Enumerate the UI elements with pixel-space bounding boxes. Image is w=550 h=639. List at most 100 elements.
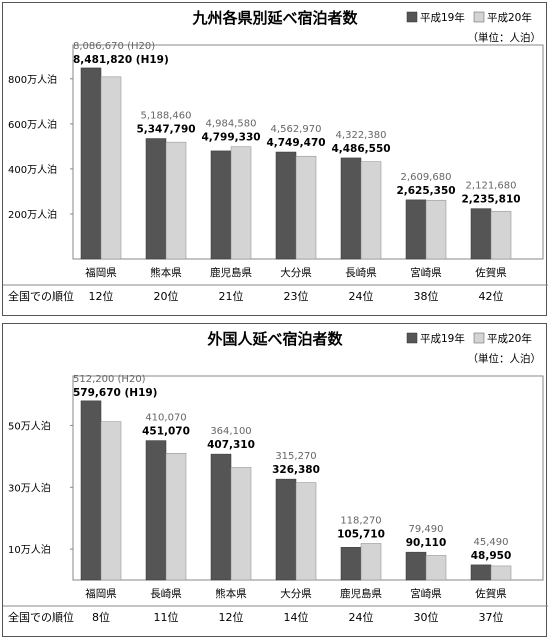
rank-value: 24位 xyxy=(349,289,374,303)
category-label: 大分県 xyxy=(280,266,312,279)
legend-swatch-h20 xyxy=(473,11,485,23)
chart-title: 九州各県別延べ宿泊者数 xyxy=(191,9,358,27)
data-label-h20: 2,121,680 xyxy=(466,181,517,192)
data-label-h20: 4,322,380 xyxy=(336,130,387,141)
data-label-h20: 2,609,680 xyxy=(401,172,452,183)
data-label-h19: 2,625,350 xyxy=(396,185,455,197)
rank-value: 20位 xyxy=(154,289,179,303)
category-label: 鹿児島県 xyxy=(210,266,252,279)
rank-value: 37位 xyxy=(479,610,504,624)
data-label-h19: 451,070 xyxy=(142,426,190,438)
legend-label-h19: 平成19年 xyxy=(420,332,465,345)
bar-h20 xyxy=(360,543,382,581)
data-label-h19: 90,110 xyxy=(406,537,447,549)
foreign-chart: 外国人延べ宿泊者数 平成19年 平成20年 （単位：人泊） 10万人泊 30万人泊 50万人… xyxy=(3,330,548,624)
category-label: 宮崎県 xyxy=(410,266,442,279)
data-label-h20: 79,490 xyxy=(409,524,444,535)
category-label: 佐賀県 xyxy=(475,587,507,600)
bar-h19 xyxy=(80,400,102,581)
rank-value: 12位 xyxy=(89,289,114,303)
bar-h20 xyxy=(490,565,512,581)
data-label-h20: 364,100 xyxy=(210,426,251,437)
data-label-h20: 118,270 xyxy=(340,515,381,526)
bar-h19 xyxy=(340,547,362,581)
bar-h20 xyxy=(425,555,447,581)
domestic-chart-panel: 九州各県別延べ宿泊者数 平成19年 平成20年 （単位：人泊） 200万人泊 400万人泊… xyxy=(2,2,548,316)
legend-label-h20: 平成20年 xyxy=(487,11,532,24)
y-tick-label: 10万人泊 xyxy=(8,544,51,556)
y-tick-label: 50万人泊 xyxy=(8,420,51,432)
bar-h19 xyxy=(145,138,167,260)
data-label-h20: 8,086,670 (H20) xyxy=(73,41,155,52)
rank-value: 11位 xyxy=(154,610,179,624)
legend-swatch-h19 xyxy=(406,11,418,23)
category-label: 熊本県 xyxy=(215,587,247,600)
data-label-h19: 4,749,470 xyxy=(266,137,325,149)
data-label-h20: 315,270 xyxy=(275,451,316,462)
bar-h19 xyxy=(80,67,102,260)
rank-value: 24位 xyxy=(349,610,374,624)
y-tick-label: 400万人泊 xyxy=(8,164,57,176)
data-label-h20: 410,070 xyxy=(145,413,186,424)
rank-value: 21位 xyxy=(219,289,244,303)
bar-h19 xyxy=(340,157,362,260)
bar-h20 xyxy=(100,76,122,260)
data-label-h19: 4,799,330 xyxy=(201,132,260,144)
category-label: 佐賀県 xyxy=(475,266,507,279)
y-tick-label: 30万人泊 xyxy=(8,482,51,494)
legend-swatch-h20 xyxy=(473,332,485,344)
data-label-h19: 8,481,820 (H19) xyxy=(73,54,169,66)
data-label-h20: 5,188,460 xyxy=(141,111,192,122)
data-label-h19: 4,486,550 xyxy=(331,143,390,155)
category-label: 長崎県 xyxy=(345,266,377,279)
data-label-h19: 407,310 xyxy=(207,439,255,451)
bar-h20 xyxy=(165,141,187,260)
rank-value: 38位 xyxy=(414,289,439,303)
bar-h19 xyxy=(275,151,297,260)
bar-h19 xyxy=(210,150,232,260)
data-label-h20: 4,984,580 xyxy=(206,119,257,130)
chart-title: 外国人延べ宿泊者数 xyxy=(206,330,343,348)
rank-value: 23位 xyxy=(284,289,309,303)
bar-h20 xyxy=(490,210,512,260)
rank-value: 14位 xyxy=(284,610,309,624)
category-label: 宮崎県 xyxy=(410,587,442,600)
bar-h19 xyxy=(405,199,427,260)
bar-h20 xyxy=(360,161,382,260)
bar-h20 xyxy=(230,146,252,260)
rank-row-label: 全国での順位 xyxy=(8,610,74,624)
bar-h20 xyxy=(230,467,252,581)
legend-swatch-h19 xyxy=(406,332,418,344)
data-label-h19: 326,380 xyxy=(272,464,320,476)
data-label-h19: 2,235,810 xyxy=(461,194,520,206)
category-label: 鹿児島県 xyxy=(340,587,382,600)
rank-value: 8位 xyxy=(92,610,110,624)
data-label-h19: 105,710 xyxy=(337,528,385,540)
foreign-chart-panel: 外国人延べ宿泊者数 平成19年 平成20年 （単位：人泊） 10万人泊 30万人泊 50万人… xyxy=(2,323,548,637)
category-label: 福岡県 xyxy=(85,266,117,279)
bar-h19 xyxy=(470,564,492,581)
domestic-chart: 九州各県別延べ宿泊者数 平成19年 平成20年 （単位：人泊） 200万人泊 400万人泊… xyxy=(3,9,548,303)
bar-h20 xyxy=(100,421,122,581)
category-label: 熊本県 xyxy=(150,266,182,279)
unit-label: （単位：人泊） xyxy=(468,352,542,365)
data-label-h19: 579,670 (H19) xyxy=(73,387,157,399)
bar-h20 xyxy=(295,155,317,260)
unit-label: （単位：人泊） xyxy=(468,31,542,44)
legend-label-h19: 平成19年 xyxy=(420,11,465,24)
bar-h19 xyxy=(470,208,492,260)
legend-label-h20: 平成20年 xyxy=(487,332,532,345)
category-label: 長崎県 xyxy=(150,587,182,600)
rank-row-label: 全国での順位 xyxy=(8,289,74,303)
y-tick-label: 800万人泊 xyxy=(8,74,57,86)
data-label-h20: 45,490 xyxy=(474,537,509,548)
data-label-h19: 5,347,790 xyxy=(136,124,195,136)
y-tick-label: 200万人泊 xyxy=(8,209,57,221)
data-label-h19: 48,950 xyxy=(471,550,512,562)
bar-h19 xyxy=(275,478,297,581)
rank-value: 42位 xyxy=(479,289,504,303)
data-label-h20: 512,200 (H20) xyxy=(73,374,146,385)
category-label: 福岡県 xyxy=(85,587,117,600)
bar-h20 xyxy=(425,199,447,260)
rank-value: 30位 xyxy=(414,610,439,624)
